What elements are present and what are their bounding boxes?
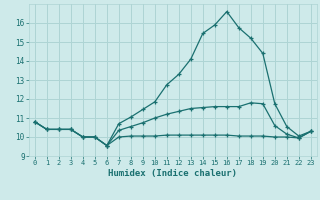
X-axis label: Humidex (Indice chaleur): Humidex (Indice chaleur)	[108, 169, 237, 178]
